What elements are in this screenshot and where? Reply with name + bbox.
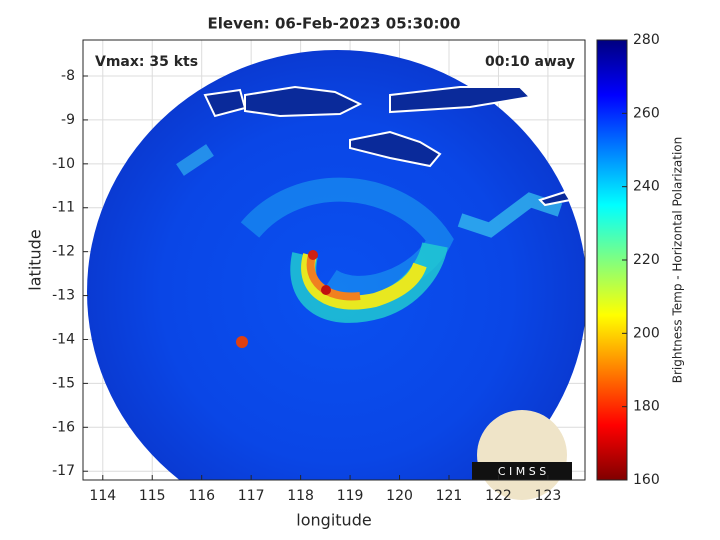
colorbar-tick-label: 260 [633,105,660,121]
x-tick-label: 118 [287,488,314,504]
y-axis-label: latitude [26,229,45,290]
y-tick-label: -11 [52,200,75,216]
y-tick-label: -16 [52,419,75,435]
logo: C I M S S [472,410,572,500]
colorbar-tick-label: 240 [633,179,660,195]
colorbar-label: Brightness Temp - Horizontal Polarizatio… [671,137,685,384]
y-tick-label: -10 [52,156,75,172]
x-tick-label: 122 [485,488,512,504]
y-tick-label: -8 [61,68,75,84]
microwave-image [87,50,585,480]
y-tick-label: -14 [52,331,75,347]
annotation: 00:10 away [485,54,575,70]
y-tick-label: -17 [52,463,75,479]
colorbar-tick-label: 180 [633,399,660,415]
colorbar-tick-label: 280 [633,32,660,48]
y-tick-label: -13 [52,288,75,304]
x-tick-label: 123 [535,488,562,504]
swath [87,50,585,480]
x-tick-label: 115 [139,488,166,504]
x-tick-label: 116 [188,488,215,504]
coastlines [203,85,572,207]
x-tick-label: 119 [337,488,364,504]
cell [308,250,318,260]
cell [236,336,248,348]
x-tick-label: 120 [386,488,413,504]
y-tick-label: -9 [61,112,75,128]
chart-title: Eleven: 06-Feb-2023 05:30:00 [208,15,461,33]
colorbar-tick-label: 160 [633,472,660,488]
colorbar-tick-label: 220 [633,252,660,268]
x-tick-label: 121 [436,488,463,504]
x-tick-label: 114 [89,488,116,504]
rain-band [176,144,214,176]
rain-band [240,177,454,300]
cell [321,285,331,295]
x-axis-label: longitude [296,511,371,530]
x-tick-label: 117 [238,488,265,504]
y-tick-label: -15 [52,375,75,391]
colorbar-tick-label: 200 [633,325,660,341]
annotation: Vmax: 35 kts [95,54,198,70]
y-tick-label: -12 [52,244,75,260]
logo-text: C I M S S [498,465,546,478]
axes-box [82,39,586,481]
rain-band [306,253,361,301]
